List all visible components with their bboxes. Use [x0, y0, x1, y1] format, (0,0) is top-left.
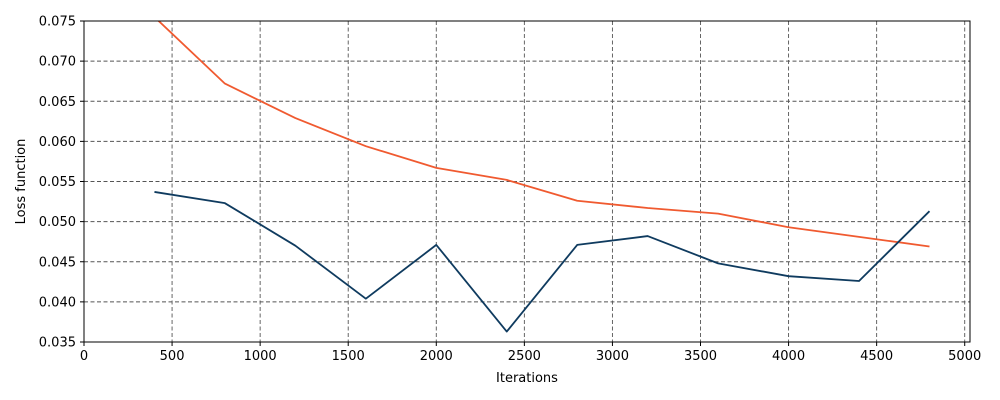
y-tick-label: 0.075 [39, 15, 76, 30]
y-tick-label: 0.065 [39, 95, 76, 110]
x-tick-label: 4000 [772, 349, 805, 364]
axis-ticks: 0 500 1000 1500 2000 2500 3000 3500 4000 4500 5000… [39, 15, 981, 365]
x-tick-label: 0 [80, 349, 88, 364]
x-tick-label: 5000 [948, 349, 981, 364]
x-axis-label: Iterations [496, 371, 558, 386]
x-tick-label: 1000 [244, 349, 277, 364]
x-tick-label: 3000 [596, 349, 629, 364]
x-tick-label: 1500 [332, 349, 365, 364]
series-layer [154, 21, 931, 333]
y-tick-label: 0.055 [39, 175, 76, 190]
series-line-1 [157, 21, 930, 248]
x-tick-label: 2000 [420, 349, 453, 364]
y-axis-label: Loss function [14, 139, 29, 225]
y-tick-label: 0.070 [39, 55, 76, 70]
y-tick-label: 0.050 [39, 215, 76, 230]
y-tick-label: 0.035 [39, 336, 76, 351]
y-tick-label: 0.045 [39, 255, 76, 270]
x-tick-label: 500 [160, 349, 185, 364]
y-tick-label: 0.040 [39, 295, 76, 310]
grid [84, 21, 970, 342]
y-tick-label: 0.060 [39, 135, 76, 150]
x-tick-label: 2500 [508, 349, 541, 364]
x-tick-label: 4500 [860, 349, 893, 364]
x-tick-label: 3500 [684, 349, 717, 364]
series-line-2 [154, 191, 931, 333]
